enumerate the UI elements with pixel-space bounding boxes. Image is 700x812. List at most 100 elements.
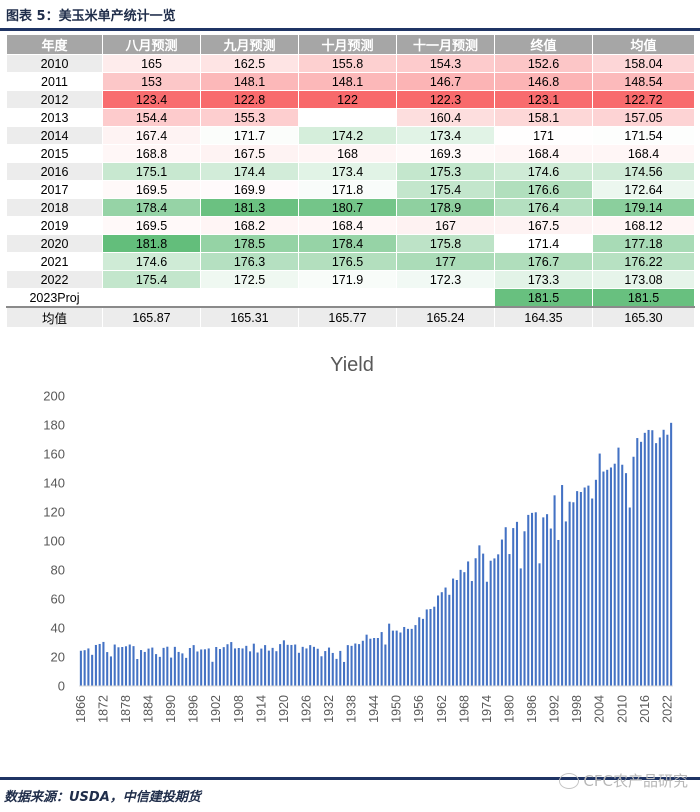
row-year: 2015 bbox=[6, 144, 103, 163]
average-label: 均值 bbox=[6, 306, 103, 328]
table-cell bbox=[298, 108, 397, 127]
table-cell: 174.4 bbox=[200, 162, 299, 181]
bar bbox=[102, 641, 105, 686]
row-year: 2011 bbox=[6, 72, 103, 91]
bar bbox=[455, 580, 458, 686]
average-row: 均值 165.87 165.31 165.77 165.24 164.35 165.30 bbox=[6, 306, 695, 328]
bar bbox=[373, 638, 376, 686]
bar bbox=[256, 652, 259, 686]
table-cell: 171.54 bbox=[592, 126, 695, 145]
bar bbox=[369, 638, 372, 686]
bar bbox=[640, 441, 643, 686]
figure-title: 图表 5：美玉米单产统计一览 bbox=[6, 9, 176, 24]
bar bbox=[185, 657, 188, 686]
table-cell: 168.2 bbox=[200, 216, 299, 235]
table-cell: 168.4 bbox=[494, 144, 593, 163]
bar bbox=[459, 569, 462, 686]
table-cell: 169.5 bbox=[102, 216, 201, 235]
source-note: 数据来源：USDA，中信建投期货 bbox=[4, 790, 201, 805]
bar bbox=[211, 661, 214, 686]
bar bbox=[252, 643, 255, 686]
bar bbox=[132, 646, 135, 687]
row-year: 2017 bbox=[6, 180, 103, 199]
bar bbox=[87, 648, 90, 686]
bar bbox=[572, 502, 575, 686]
bar bbox=[188, 648, 191, 686]
bar bbox=[512, 528, 515, 686]
average-cell: 165.31 bbox=[200, 306, 299, 328]
bar bbox=[632, 456, 635, 686]
table-row: 2023Proj 181.5 181.5 bbox=[6, 288, 695, 308]
bar bbox=[666, 434, 669, 686]
bar bbox=[245, 645, 248, 686]
row-year: 2022 bbox=[6, 270, 103, 289]
bar-series bbox=[79, 422, 673, 687]
y-tick-label: 0 bbox=[58, 679, 65, 694]
x-axis: 1866 1872 1878 1884 1890 1896 1902 1908 1914 1920… bbox=[74, 685, 674, 723]
bar bbox=[651, 430, 654, 686]
bar bbox=[515, 521, 519, 686]
bar bbox=[331, 652, 334, 686]
table-cell: 171 bbox=[494, 126, 593, 145]
bar bbox=[587, 485, 590, 686]
table-cell: 174.2 bbox=[298, 126, 397, 145]
table-cell: 146.8 bbox=[494, 72, 593, 91]
bar bbox=[643, 432, 646, 686]
bar bbox=[448, 594, 451, 686]
bar bbox=[290, 644, 293, 686]
bar bbox=[613, 463, 616, 686]
table-cell: 177.18 bbox=[592, 234, 695, 253]
bar bbox=[470, 581, 473, 686]
table-row: 2012 123.4 122.8 122 122.3 123.1 122.72 bbox=[6, 90, 695, 109]
bar bbox=[312, 646, 315, 686]
yield-table-grid: 年度 八月预测 九月预测 十月预测 十一月预测 终值 均值 2010 165 162.5 155.… bbox=[6, 34, 695, 328]
y-tick-label: 120 bbox=[43, 505, 65, 520]
bar bbox=[170, 657, 173, 686]
table-cell: 180.7 bbox=[298, 198, 397, 217]
average-cell: 165.30 bbox=[592, 306, 695, 328]
bar bbox=[519, 568, 522, 686]
bar bbox=[124, 646, 128, 686]
table-cell: 181.3 bbox=[200, 198, 299, 217]
bar bbox=[500, 539, 503, 686]
bar bbox=[662, 429, 665, 686]
table-cell: 155.8 bbox=[298, 54, 397, 73]
bar bbox=[553, 495, 556, 686]
bar bbox=[218, 649, 222, 686]
average-cell: 164.35 bbox=[494, 306, 593, 328]
bar bbox=[117, 647, 120, 686]
x-tick-label: 2010 bbox=[615, 695, 629, 723]
table-row: 2011 153 148.1 148.1 146.7 146.8 148.54 bbox=[6, 72, 695, 91]
bar bbox=[271, 647, 274, 686]
table-cell: 167.5 bbox=[494, 216, 593, 235]
table-cell: 174.6 bbox=[494, 162, 593, 181]
bar bbox=[617, 447, 620, 686]
table-row: 2022 175.4 172.5 171.9 172.3 173.3 173.08 bbox=[6, 270, 695, 289]
bar bbox=[267, 650, 270, 686]
bar bbox=[489, 560, 492, 686]
x-tick-label: 1920 bbox=[277, 695, 291, 723]
table-cell: 160.4 bbox=[396, 108, 495, 127]
row-year: 2021 bbox=[6, 252, 103, 271]
bar bbox=[305, 648, 308, 686]
bar bbox=[440, 592, 443, 686]
table-cell: 154.4 bbox=[102, 108, 201, 127]
bar bbox=[147, 648, 150, 686]
bar bbox=[485, 581, 488, 686]
column-header: 终值 bbox=[494, 34, 593, 55]
bar bbox=[260, 648, 263, 686]
table-cell: 176.3 bbox=[200, 252, 299, 271]
y-tick-label: 20 bbox=[51, 650, 65, 665]
bar bbox=[140, 650, 143, 686]
table-cell: 167 bbox=[396, 216, 495, 235]
table-cell: 176.4 bbox=[494, 198, 593, 217]
bar bbox=[237, 648, 240, 686]
watermark: CFC农产品研究 bbox=[559, 770, 688, 791]
table-cell: 155.3 bbox=[200, 108, 299, 127]
row-year: 2016 bbox=[6, 162, 103, 181]
table-cell: 178.4 bbox=[102, 198, 201, 217]
table-cell: 181.8 bbox=[102, 234, 201, 253]
bar bbox=[230, 642, 233, 686]
bar bbox=[279, 644, 282, 686]
bar bbox=[546, 514, 549, 686]
